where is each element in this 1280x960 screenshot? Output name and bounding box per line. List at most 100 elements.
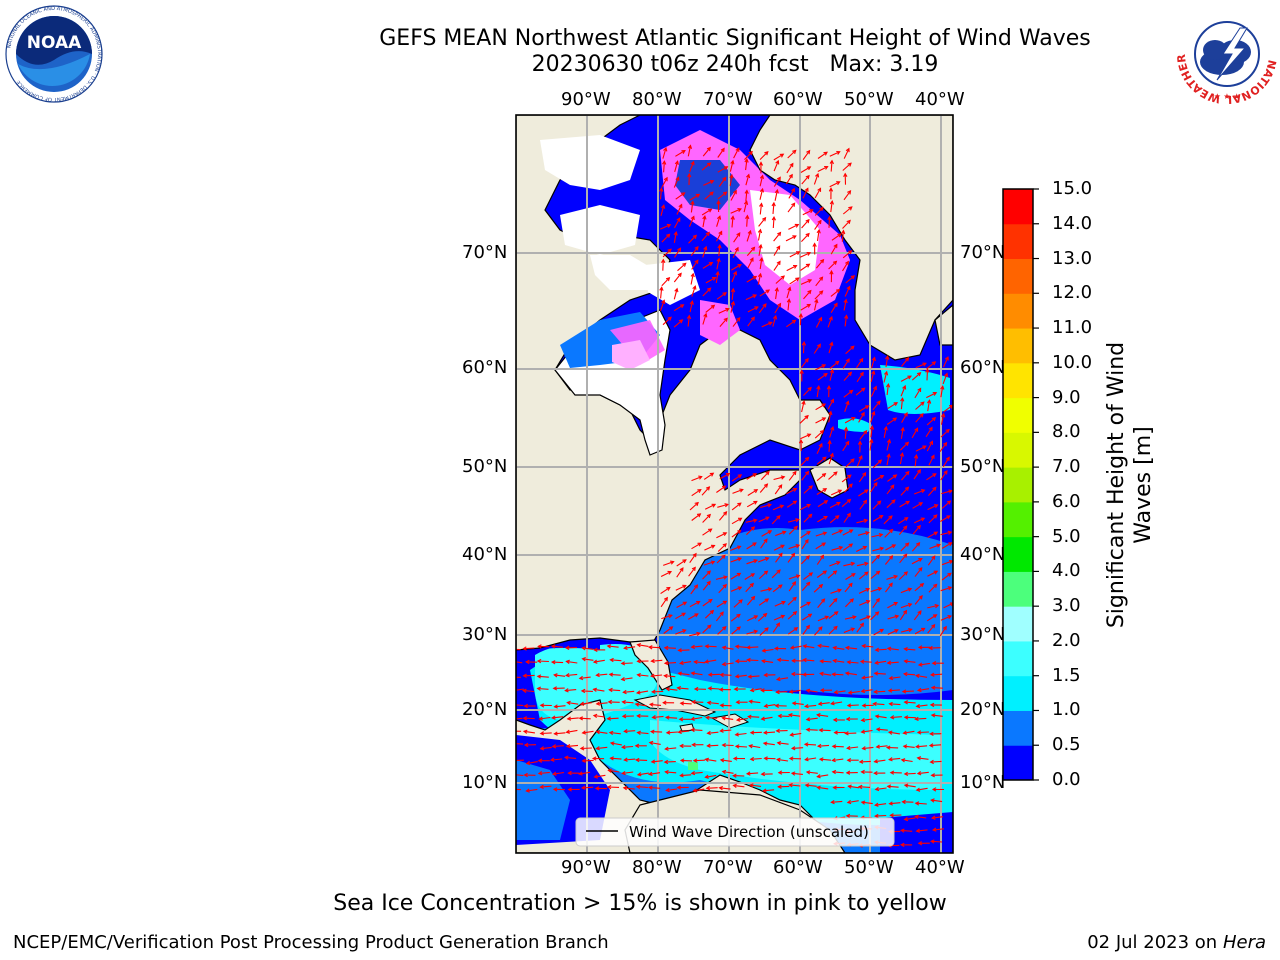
wave-direction-arrowhead bbox=[666, 223, 672, 228]
wave-direction-arrowhead bbox=[659, 187, 664, 192]
wave-direction-arrowhead bbox=[917, 662, 923, 667]
wave-direction-arrow bbox=[746, 596, 755, 606]
wave-direction-arrow bbox=[914, 595, 923, 605]
wave-direction-arrowhead bbox=[916, 372, 922, 377]
wave-direction-arrow bbox=[758, 244, 762, 256]
wave-direction-arrow bbox=[716, 532, 727, 539]
wave-direction-arrow bbox=[876, 745, 888, 748]
wave-direction-arrow bbox=[552, 716, 564, 719]
wave-direction-arrow bbox=[706, 716, 718, 719]
wave-direction-arrow bbox=[677, 687, 689, 690]
wave-direction-arrow bbox=[829, 426, 834, 438]
wave-direction-arrowhead bbox=[795, 544, 801, 549]
wave-direction-arrow bbox=[649, 741, 661, 745]
wave-direction-arrowhead bbox=[914, 716, 919, 722]
wave-direction-arrow bbox=[829, 181, 840, 188]
wave-direction-arrow bbox=[746, 542, 757, 550]
wave-direction-arrow bbox=[636, 759, 648, 761]
wave-direction-arrow bbox=[538, 771, 550, 775]
wave-direction-arrowhead bbox=[851, 573, 856, 577]
wave-direction-arrowhead bbox=[790, 771, 796, 776]
wave-direction-arrowhead bbox=[682, 629, 687, 634]
wave-direction-arrow bbox=[903, 745, 915, 748]
wave-direction-arrow bbox=[637, 690, 649, 694]
wave-direction-arrow bbox=[828, 342, 833, 354]
wave-direction-arrow bbox=[874, 690, 886, 693]
wave-direction-arrowhead bbox=[693, 686, 699, 692]
wave-direction-arrowhead bbox=[563, 755, 569, 760]
wave-direction-arrow bbox=[856, 562, 868, 567]
wave-direction-arrow bbox=[788, 224, 799, 230]
wave-direction-arrowhead bbox=[623, 757, 628, 762]
wave-direction-arrowhead bbox=[608, 672, 614, 677]
wave-direction-arrow bbox=[580, 747, 592, 750]
wave-direction-arrow bbox=[816, 386, 820, 398]
wave-direction-arrowhead bbox=[888, 701, 893, 707]
wave-direction-arrowhead bbox=[930, 713, 936, 718]
wave-direction-arrowhead bbox=[510, 648, 513, 651]
wave-direction-arrowhead bbox=[723, 166, 729, 171]
wave-direction-arrowhead bbox=[736, 613, 741, 618]
wave-direction-arrowhead bbox=[806, 251, 812, 256]
wave-direction-arrow bbox=[664, 647, 676, 649]
wave-direction-arrowhead bbox=[789, 732, 794, 737]
wave-direction-arrowhead bbox=[835, 360, 840, 365]
wave-direction-arrow bbox=[940, 470, 948, 481]
wave-direction-arrowhead bbox=[817, 219, 822, 225]
wave-direction-arrowhead bbox=[920, 517, 926, 522]
wave-direction-arrow bbox=[801, 401, 805, 413]
wave-direction-arrow bbox=[651, 659, 663, 662]
wave-direction-arrow bbox=[932, 816, 944, 819]
wave-direction-arrowhead bbox=[819, 276, 824, 281]
wave-direction-arrowhead bbox=[830, 426, 835, 431]
wave-direction-arrowhead bbox=[819, 688, 825, 693]
wave-direction-arrow bbox=[856, 519, 868, 524]
wave-direction-arrow bbox=[904, 772, 916, 775]
wave-direction-arrowhead bbox=[777, 770, 783, 775]
wave-direction-arrowhead bbox=[525, 760, 531, 766]
wave-direction-arrowhead bbox=[818, 442, 823, 448]
wave-direction-arrow bbox=[687, 315, 690, 327]
wave-direction-arrowhead bbox=[581, 730, 587, 735]
wave-direction-arrow bbox=[661, 614, 672, 620]
wave-direction-arrow bbox=[815, 276, 823, 287]
wave-direction-arrow bbox=[943, 602, 953, 609]
wave-direction-arrowhead bbox=[806, 433, 812, 438]
wave-direction-arrowhead bbox=[709, 609, 715, 615]
wave-direction-arrowhead bbox=[940, 412, 946, 418]
wave-direction-arrow bbox=[703, 180, 714, 186]
wave-direction-arrow bbox=[579, 717, 591, 720]
wave-direction-arrow bbox=[786, 163, 794, 174]
wave-direction-arrowhead bbox=[665, 686, 671, 692]
wave-direction-arrowhead bbox=[759, 174, 765, 180]
wave-direction-arrow bbox=[887, 402, 898, 409]
wave-direction-arrowhead bbox=[819, 671, 824, 677]
wave-direction-arrowhead bbox=[821, 542, 827, 547]
wave-direction-arrowhead bbox=[565, 659, 570, 664]
wave-direction-arrow bbox=[844, 483, 853, 493]
wave-direction-arrowhead bbox=[737, 264, 742, 268]
wave-direction-arrow bbox=[843, 148, 850, 159]
wave-direction-arrow bbox=[806, 729, 818, 731]
wave-direction-arrowhead bbox=[763, 570, 769, 575]
wave-direction-arrowhead bbox=[735, 717, 741, 722]
lat-label-right-60: 60°N bbox=[960, 357, 1006, 378]
wave-direction-arrow bbox=[869, 439, 873, 451]
wave-direction-arrowhead bbox=[805, 174, 810, 180]
wave-direction-arrow bbox=[758, 303, 767, 314]
wave-direction-arrowhead bbox=[721, 661, 727, 667]
wave-direction-arrowhead bbox=[664, 769, 669, 775]
wave-direction-arrow bbox=[746, 247, 755, 257]
wave-direction-arrowhead bbox=[806, 503, 811, 508]
wave-direction-arrow bbox=[716, 555, 726, 564]
wave-direction-arrow bbox=[844, 286, 851, 297]
wave-direction-arrow bbox=[870, 570, 880, 579]
wave-direction-arrowhead bbox=[818, 316, 823, 322]
wave-direction-arrowhead bbox=[877, 587, 883, 592]
wave-direction-arrow bbox=[716, 231, 723, 242]
wave-direction-arrowhead bbox=[885, 745, 891, 750]
wave-direction-arrow bbox=[540, 785, 552, 788]
wave-direction-arrow bbox=[691, 542, 702, 550]
wave-direction-arrow bbox=[744, 573, 755, 580]
wave-direction-arrowhead bbox=[812, 242, 817, 247]
